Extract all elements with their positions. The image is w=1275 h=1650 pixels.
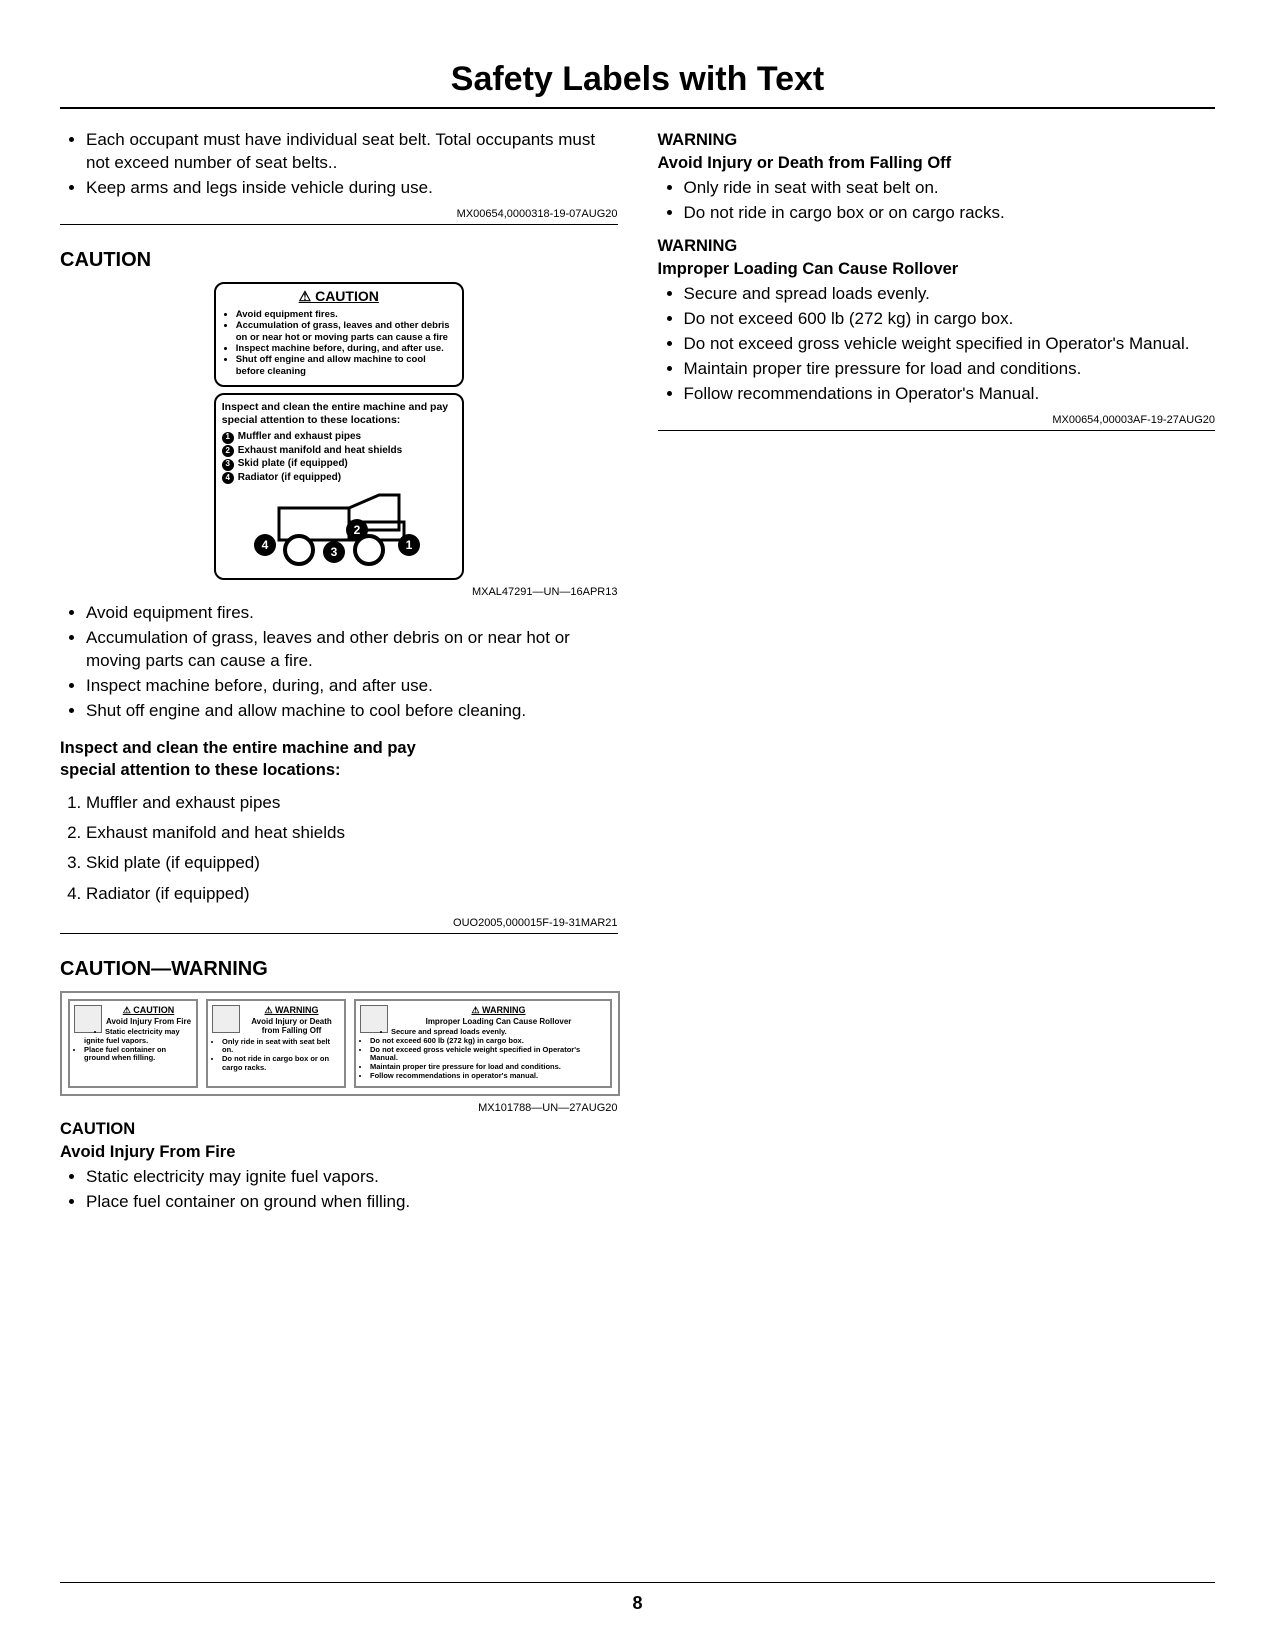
- list-item: Do not exceed 600 lb (272 kg) in cargo b…: [684, 308, 1216, 331]
- warning-subhead: Avoid Injury or Death from Falling Off: [658, 154, 1216, 173]
- list-item: Do not ride in cargo box or on cargo rac…: [222, 1055, 340, 1072]
- list-item: Muffler and exhaust pipes: [86, 790, 618, 816]
- fuel-container-icon: [74, 1005, 102, 1033]
- caution-heading: CAUTION: [60, 249, 618, 272]
- caution-bullets: Avoid equipment fires. Accumulation of g…: [60, 602, 618, 723]
- svg-text:1: 1: [405, 538, 412, 552]
- list-item: Static electricity may ignite fuel vapor…: [86, 1166, 618, 1189]
- warning-label-strip: ⚠ CAUTION Avoid Injury From Fire Static …: [60, 991, 620, 1096]
- list-item: Place fuel container on ground when fill…: [84, 1046, 192, 1063]
- inspect-locations-list: Muffler and exhaust pipes Exhaust manifo…: [60, 790, 618, 907]
- list-item: Shut off engine and allow machine to coo…: [86, 700, 618, 723]
- list-item: Skid plate (if equipped): [86, 850, 618, 876]
- list-item: Exhaust manifold and heat shields: [86, 820, 618, 846]
- list-item: Do not exceed gross vehicle weight speci…: [370, 1046, 606, 1063]
- list-item: Only ride in seat with seat belt on.: [684, 177, 1216, 200]
- warning-label: WARNING: [658, 131, 1216, 150]
- numbered-item: 2Exhaust manifold and heat shields: [222, 444, 456, 458]
- section-rule: [60, 224, 618, 225]
- warning-label: WARNING: [658, 237, 1216, 256]
- strip-caution-box: ⚠ CAUTION Avoid Injury From Fire Static …: [68, 999, 198, 1088]
- label-card-title: ⚠ CAUTION: [222, 288, 456, 305]
- list-item: Place fuel container on ground when fill…: [86, 1191, 618, 1214]
- list-item: Follow recommendations in Operator's Man…: [684, 383, 1216, 406]
- section-rule: [60, 933, 618, 934]
- list-item: Accumulation of grass, leaves and other …: [236, 320, 456, 343]
- warning-subhead: Improper Loading Can Cause Rollover: [658, 260, 1216, 279]
- numbered-item-label: Skid plate (if equipped): [238, 458, 348, 469]
- numbered-item-label: Muffler and exhaust pipes: [238, 431, 361, 442]
- list-item: Radiator (if equipped): [86, 881, 618, 907]
- reference-code: MXAL47291—UN—16APR13: [60, 586, 618, 598]
- list-item: Do not exceed gross vehicle weight speci…: [684, 333, 1216, 356]
- svg-text:4: 4: [261, 538, 268, 552]
- section-rule: [658, 430, 1216, 431]
- numbered-item-label: Radiator (if equipped): [238, 472, 341, 483]
- numbered-item-label: Exhaust manifold and heat shields: [238, 445, 402, 456]
- seat-belt-icon: [212, 1005, 240, 1033]
- two-column-layout: Each occupant must have individual seat …: [60, 127, 1215, 1222]
- numbered-item: 3Skid plate (if equipped): [222, 457, 456, 471]
- list-item: Secure and spread loads evenly.: [684, 283, 1216, 306]
- intro-bullets: Each occupant must have individual seat …: [60, 129, 618, 200]
- label-card-subhead: Inspect and clean the entire machine and…: [222, 401, 456, 426]
- reference-code: OUO2005,000015F-19-31MAR21: [60, 917, 618, 929]
- title-rule: [60, 107, 1215, 109]
- inspect-subhead: Inspect and clean the entire machine and…: [60, 737, 618, 782]
- page-footer: 8: [60, 1582, 1215, 1614]
- fire-bullets: Static electricity may ignite fuel vapor…: [60, 1166, 618, 1214]
- list-item: Follow recommendations in operator's man…: [370, 1072, 606, 1081]
- left-column: Each occupant must have individual seat …: [60, 127, 618, 1222]
- svg-text:3: 3: [330, 545, 337, 559]
- page-number: 8: [60, 1593, 1215, 1614]
- caution-label: CAUTION: [60, 1120, 618, 1139]
- reference-code: MX00654,00003AF-19-27AUG20: [658, 414, 1216, 426]
- strip-box-title: ⚠ WARNING: [360, 1005, 606, 1015]
- list-item: Maintain proper tire pressure for load a…: [684, 358, 1216, 381]
- list-item: Accumulation of grass, leaves and other …: [86, 627, 618, 673]
- list-item: Avoid equipment fires.: [236, 309, 456, 320]
- caution-label-card-top: ⚠ CAUTION Avoid equipment fires. Accumul…: [214, 282, 464, 387]
- footer-rule: [60, 1582, 1215, 1583]
- warning-1-bullets: Only ride in seat with seat belt on. Do …: [658, 177, 1216, 225]
- strip-box-heading: Improper Loading Can Cause Rollover: [360, 1017, 606, 1026]
- warning-2-bullets: Secure and spread loads evenly. Do not e…: [658, 283, 1216, 406]
- list-item: Keep arms and legs inside vehicle during…: [86, 177, 618, 200]
- list-item: Each occupant must have individual seat …: [86, 129, 618, 175]
- caution-label-figure: ⚠ CAUTION Avoid equipment fires. Accumul…: [214, 282, 464, 581]
- caution-warning-heading: CAUTION—WARNING: [60, 958, 618, 981]
- list-item: Do not ride in cargo box or on cargo rac…: [684, 202, 1216, 225]
- reference-code: MX101788—UN—27AUG20: [60, 1102, 618, 1114]
- numbered-item: 4Radiator (if equipped): [222, 471, 456, 485]
- strip-warning-box-2: ⚠ WARNING Improper Loading Can Cause Rol…: [354, 999, 612, 1088]
- list-item: Inspect machine before, during, and afte…: [86, 675, 618, 698]
- list-item: Only ride in seat with seat belt on.: [222, 1038, 340, 1055]
- fire-subhead: Avoid Injury From Fire: [60, 1143, 618, 1162]
- page-title: Safety Labels with Text: [60, 60, 1215, 99]
- caution-label-card-bottom: Inspect and clean the entire machine and…: [214, 393, 464, 580]
- utility-vehicle-icon: 1 2 3 4: [239, 490, 439, 570]
- text-line: Inspect and clean the entire machine and…: [60, 739, 416, 757]
- right-column: WARNING Avoid Injury or Death from Falli…: [658, 127, 1216, 1222]
- text-line: special attention to these locations:: [60, 761, 341, 779]
- reference-code: MX00654,0000318-19-07AUG20: [60, 208, 618, 220]
- list-item: Shut off engine and allow machine to coo…: [236, 354, 456, 377]
- rollover-icon: [360, 1005, 388, 1033]
- numbered-item: 1Muffler and exhaust pipes: [222, 430, 456, 444]
- svg-text:2: 2: [353, 523, 360, 537]
- list-item: Inspect machine before, during, and afte…: [236, 343, 456, 354]
- strip-warning-box-1: ⚠ WARNING Avoid Injury or Death from Fal…: [206, 999, 346, 1088]
- list-item: Avoid equipment fires.: [86, 602, 618, 625]
